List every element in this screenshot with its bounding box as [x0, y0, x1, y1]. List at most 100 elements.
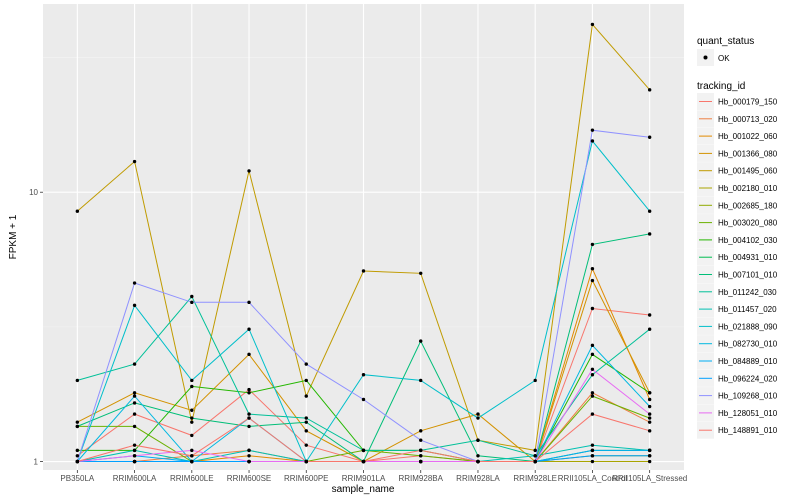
legend-item: Hb_004102_030	[697, 231, 778, 249]
legend-item-label: Hb_001022_060	[718, 132, 778, 141]
legend-item-label: Hb_000179_150	[718, 98, 778, 107]
data-point	[647, 232, 652, 236]
data-point	[304, 443, 308, 447]
data-point	[419, 454, 423, 458]
data-point	[75, 420, 80, 424]
data-point	[647, 391, 652, 395]
x-tick-label: RRIM928LE	[513, 474, 557, 483]
data-point	[75, 459, 80, 464]
legend-item-label: Hb_001495_060	[718, 167, 778, 176]
data-point	[476, 454, 480, 458]
data-point	[247, 424, 251, 429]
data-point	[647, 313, 652, 317]
data-point	[190, 408, 194, 412]
series-points	[75, 22, 652, 464]
data-point	[75, 378, 80, 383]
data-point	[590, 267, 595, 271]
data-point	[132, 394, 137, 398]
legend-quant-status-point	[703, 55, 708, 60]
data-point	[132, 448, 137, 453]
data-point	[590, 454, 595, 458]
data-point	[247, 387, 251, 392]
data-point	[132, 159, 137, 164]
legend-item-label: Hb_021888_090	[718, 322, 778, 331]
data-point	[590, 343, 595, 348]
data-point	[190, 420, 194, 424]
x-tick-label: PB350LA	[60, 474, 94, 483]
data-point	[304, 459, 308, 464]
legend-item-label: Hb_084889_010	[718, 357, 778, 366]
data-point	[590, 139, 595, 143]
legend-item: Hb_001022_060	[697, 127, 778, 145]
data-point	[590, 459, 595, 464]
data-point	[419, 339, 423, 343]
data-point	[190, 459, 194, 464]
data-point	[419, 378, 423, 383]
legend-item-label: Hb_002180_010	[718, 184, 778, 193]
y-axis: 1 10	[29, 188, 43, 467]
data-point	[304, 362, 308, 366]
data-point	[132, 424, 137, 429]
data-point	[647, 397, 652, 402]
data-point	[419, 448, 423, 453]
legend-item-label: Hb_004102_030	[718, 236, 778, 245]
data-point	[419, 459, 423, 464]
legend-item-label: Hb_000713_020	[718, 115, 778, 124]
legend-item-label: Hb_007101_010	[718, 271, 778, 280]
data-point	[647, 135, 652, 139]
legend-item-label: Hb_004931_010	[718, 253, 778, 262]
data-point	[647, 327, 652, 331]
data-point	[132, 303, 137, 308]
legend-item: Hb_002180_010	[697, 179, 778, 197]
legend-item: Hb_001366_080	[697, 144, 778, 162]
data-point	[419, 429, 423, 433]
legend-item: Hb_011457_020	[697, 300, 777, 318]
data-point	[419, 271, 423, 275]
data-point	[533, 459, 537, 464]
data-point	[190, 378, 194, 383]
data-point	[647, 448, 652, 453]
data-point	[75, 454, 80, 458]
legend-item: Hb_001495_060	[697, 162, 778, 180]
data-point	[190, 300, 194, 305]
x-axis: PB350LA RRIM600LA RRIM600LE RRIM600SE RRIM60…	[60, 470, 687, 483]
data-point	[361, 448, 366, 453]
data-point	[590, 443, 595, 447]
data-point	[190, 384, 194, 389]
legend-item: Hb_002685_180	[697, 196, 778, 214]
data-point	[590, 22, 595, 27]
legend-item-label: Hb_096224_020	[718, 374, 778, 383]
y-axis-title: FPKM + 1	[8, 214, 19, 259]
legend-item-label: Hb_011457_020	[718, 305, 777, 314]
data-point	[590, 367, 595, 372]
data-point	[476, 459, 480, 464]
x-tick-label: RRIM928BA	[398, 474, 443, 483]
data-point	[190, 454, 194, 458]
data-point	[647, 459, 652, 464]
data-point	[590, 394, 595, 398]
legend-item: Hb_109268_010	[697, 387, 778, 405]
legend-item: Hb_000713_020	[697, 110, 778, 128]
data-point	[590, 373, 595, 377]
data-point	[247, 327, 251, 331]
data-point	[647, 416, 652, 420]
data-point	[132, 281, 137, 285]
legend-item: Hb_011242_030	[697, 283, 777, 301]
data-point	[247, 391, 251, 395]
legend-item: Hb_096224_020	[697, 369, 778, 387]
legend-item-label: Hb_011242_030	[718, 288, 777, 297]
y-tick-label: 10	[29, 188, 38, 197]
data-point	[647, 429, 652, 433]
legend-item: Hb_084889_010	[697, 352, 778, 370]
data-point	[132, 401, 137, 405]
data-point	[590, 391, 595, 395]
data-point	[476, 438, 480, 442]
data-point	[247, 448, 251, 453]
data-point	[304, 416, 308, 420]
data-point	[132, 443, 137, 447]
data-point	[132, 459, 137, 464]
data-point	[247, 169, 251, 173]
data-point	[590, 352, 595, 357]
data-point	[590, 412, 595, 416]
data-point	[247, 416, 251, 420]
